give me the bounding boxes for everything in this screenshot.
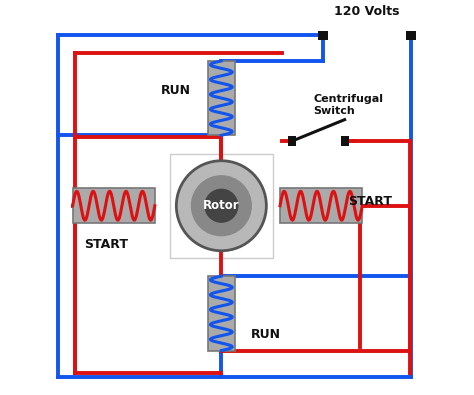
Circle shape <box>204 189 238 223</box>
Text: RUN: RUN <box>251 328 282 341</box>
Bar <box>170 154 273 258</box>
Text: Rotor: Rotor <box>203 199 240 212</box>
Bar <box>406 30 416 40</box>
Circle shape <box>191 175 252 236</box>
Bar <box>341 136 349 146</box>
Bar <box>288 136 297 146</box>
Bar <box>73 188 155 223</box>
Bar <box>208 276 235 350</box>
Text: 120 Volts: 120 Volts <box>334 5 400 18</box>
Text: RUN: RUN <box>161 84 191 97</box>
Bar <box>280 188 362 223</box>
Bar <box>318 30 328 40</box>
Circle shape <box>176 161 266 251</box>
Bar <box>208 61 235 135</box>
Text: START: START <box>84 239 128 251</box>
Text: Centrifugal
Switch: Centrifugal Switch <box>313 94 383 116</box>
Text: START: START <box>348 196 392 208</box>
